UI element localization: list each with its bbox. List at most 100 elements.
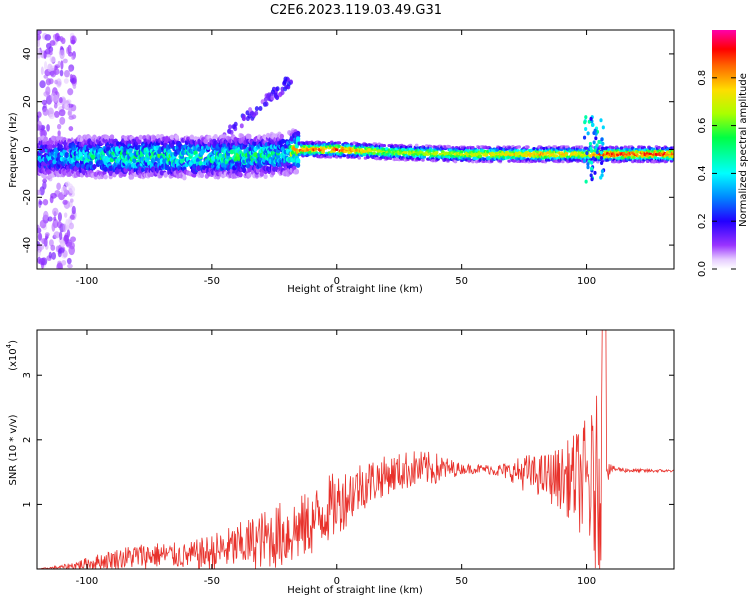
heat-cell (199, 172, 205, 178)
y-tick-label: 0 (22, 146, 33, 152)
heat-cell (590, 177, 594, 182)
heat-cell (588, 141, 593, 146)
heat-cell (591, 122, 595, 127)
heat-cell (57, 60, 61, 67)
heat-cell (38, 200, 43, 206)
y-tick-label: 3 (22, 372, 33, 378)
heat-cell (589, 146, 593, 151)
svg-text:(x104): (x104) (5, 340, 19, 371)
heat-cell (517, 145, 521, 149)
heat-cell (68, 107, 73, 118)
heat-cell (163, 172, 168, 178)
heat-cell (38, 257, 46, 266)
heat-cell (264, 101, 269, 107)
heat-cell (50, 244, 56, 251)
heat-cell (67, 44, 72, 54)
heat-cell (56, 182, 61, 191)
heat-cell (447, 145, 451, 149)
heat-cell (37, 30, 42, 35)
heat-cell (585, 151, 589, 156)
heat-cell (62, 58, 68, 64)
heat-cell (70, 39, 76, 45)
heat-cell (60, 60, 64, 70)
heat-cell (63, 189, 69, 196)
scale-note-close: ) (8, 340, 19, 344)
heat-cell (103, 174, 108, 180)
y-tick-label: -40 (22, 237, 33, 253)
heat-cell (279, 133, 285, 139)
heat-cell (49, 40, 56, 46)
heat-cell (69, 73, 73, 80)
heat-cell (239, 123, 244, 129)
heat-cell (71, 55, 76, 60)
colorbar-gradient (712, 30, 736, 269)
heat-cell (68, 222, 74, 230)
heat-cell (242, 167, 247, 173)
heat-cell (128, 147, 133, 153)
heat-cell (599, 156, 604, 161)
heat-cell (43, 60, 48, 71)
colorbar-tick-label: 0.0 (697, 261, 708, 277)
heat-cell (459, 150, 464, 154)
heat-cell (51, 252, 57, 260)
heat-cell (584, 115, 588, 120)
spectrogram-heatmap (37, 30, 674, 269)
heat-cell (65, 219, 70, 229)
heat-cell (247, 172, 252, 178)
heat-cell (42, 178, 48, 183)
heat-cell (68, 126, 74, 132)
heat-cell (203, 138, 208, 144)
heat-cell (600, 137, 604, 142)
heat-cell (263, 97, 268, 103)
heat-cell (58, 263, 63, 269)
heat-cell (213, 133, 218, 140)
heat-cell (169, 134, 175, 140)
heat-cell (62, 223, 67, 233)
heat-cell (48, 113, 55, 120)
heat-cell (254, 110, 259, 116)
heat-cell (589, 116, 593, 121)
heat-cell (434, 151, 439, 155)
y-tick-label: 1 (22, 501, 33, 507)
heat-cell (44, 34, 52, 41)
heat-cell (37, 224, 40, 230)
heat-cell (52, 207, 59, 216)
heat-cell (601, 141, 605, 146)
heat-cell (58, 97, 63, 104)
heat-cell (526, 145, 530, 149)
heat-cell (37, 115, 40, 122)
heat-cell (254, 106, 259, 112)
heat-cell (49, 195, 54, 204)
heat-cell (63, 78, 69, 84)
heat-cell (179, 158, 185, 164)
heat-cell (43, 50, 47, 60)
snr-x-label: Height of straight line (km) (287, 585, 423, 596)
heat-cell (59, 240, 66, 248)
heat-cell (610, 146, 615, 150)
heat-cell (42, 181, 47, 190)
heat-cell (63, 212, 68, 218)
heat-cell (414, 143, 419, 147)
heat-cell (258, 106, 263, 112)
scale-note-open: (x10 (8, 348, 19, 371)
colorbar-tick-label: 0.6 (697, 118, 708, 134)
heat-cell (593, 128, 597, 133)
heat-cell (582, 158, 587, 163)
heat-cell (579, 145, 584, 149)
heat-cell (286, 81, 291, 87)
heat-cell (68, 245, 75, 256)
heat-cell (275, 154, 281, 160)
heat-cell (583, 120, 587, 125)
heat-cell (45, 86, 51, 96)
heat-cell (56, 135, 61, 142)
heat-cell (59, 49, 65, 60)
x-tick-label: 50 (455, 576, 468, 587)
heat-cell (280, 138, 286, 144)
heat-cell (599, 150, 603, 155)
heat-cell (337, 141, 342, 145)
heat-cell (67, 263, 73, 269)
heat-cell (270, 95, 275, 101)
heat-cell (68, 115, 75, 120)
heat-cell (137, 139, 142, 145)
